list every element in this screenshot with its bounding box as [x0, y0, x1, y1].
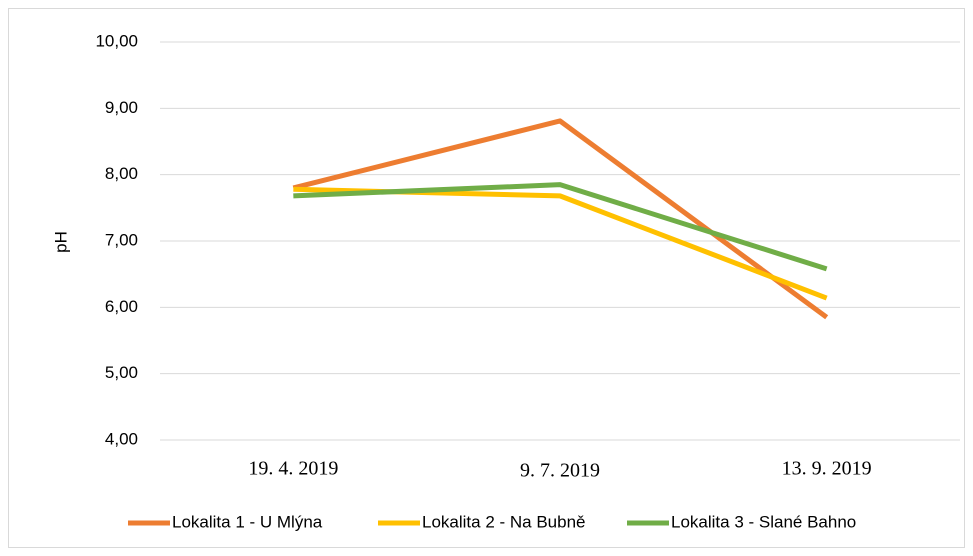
y-axis-label: pH	[51, 231, 70, 253]
y-tick-label: 7,00	[105, 230, 138, 249]
series-line	[293, 182, 828, 272]
y-tick-label: 4,00	[105, 429, 138, 448]
legend-label: Lokalita 1 - U Mlýna	[172, 512, 323, 531]
series-line	[292, 118, 829, 320]
y-tick-label: 6,00	[105, 297, 138, 316]
legend-label: Lokalita 3 - Slané Bahno	[671, 512, 856, 531]
y-tick-label: 10,00	[95, 31, 138, 50]
y-tick-label: 9,00	[105, 98, 138, 117]
x-tick-label: 19. 4. 2019	[248, 458, 338, 480]
legend-label: Lokalita 2 - Na Bubně	[422, 512, 586, 531]
chart-border	[8, 8, 965, 548]
y-tick-label: 5,00	[105, 363, 138, 382]
x-tick-label: 13. 9. 2019	[782, 458, 872, 480]
y-tick-label: 8,00	[105, 164, 138, 183]
x-tick-label: 9. 7. 2019	[520, 460, 600, 482]
